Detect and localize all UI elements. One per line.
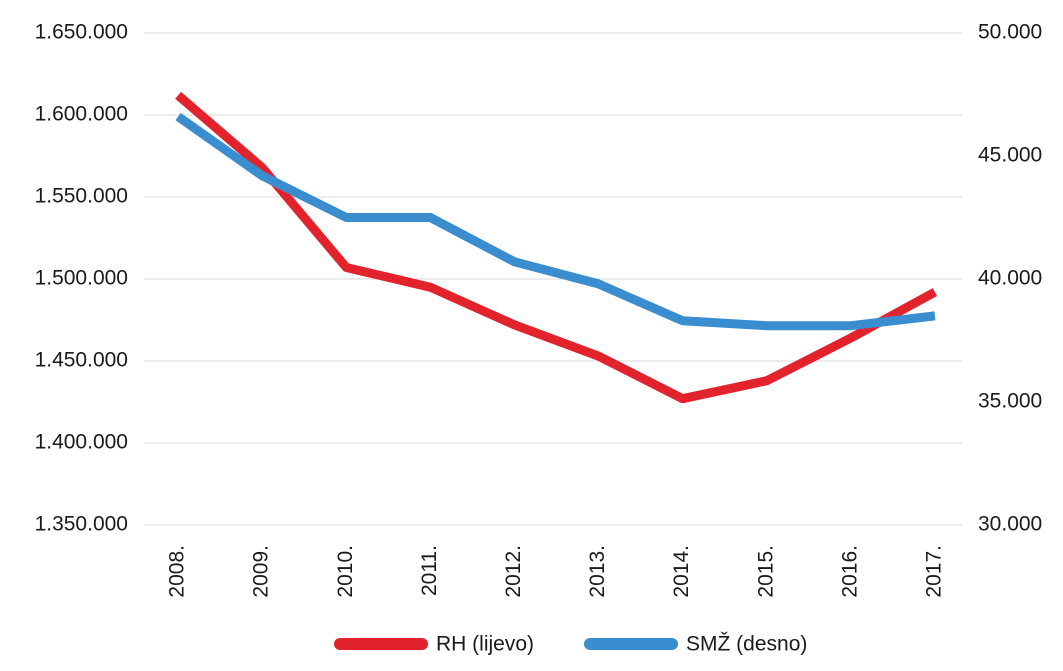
x-tick-label: 2012. (502, 545, 525, 598)
y-tick-label: 1.550.000 (35, 185, 128, 208)
y2-tick-label: 40.000 (978, 267, 1042, 290)
y-tick-label: 1.650.000 (35, 21, 128, 44)
x-tick-label: 2015. (754, 545, 777, 598)
x-tick-label: 2013. (586, 545, 609, 598)
y-tick-label: 1.350.000 (35, 513, 128, 536)
x-tick-label: 2008. (166, 545, 189, 598)
x-tick-label: 2016. (838, 545, 861, 598)
legend-label: SMŽ (desno) (686, 633, 807, 656)
y2-tick-label: 35.000 (978, 390, 1042, 413)
series-line (175, 112, 936, 331)
x-tick-label: 2010. (334, 545, 357, 598)
y-tick-label: 1.450.000 (35, 349, 128, 372)
y2-tick-label: 50.000 (978, 21, 1042, 44)
y2-tick-label: 45.000 (978, 144, 1042, 167)
x-tick-label: 2014. (670, 545, 693, 598)
series-line (175, 91, 938, 404)
y-tick-label: 1.500.000 (35, 267, 128, 290)
legend-label: RH (lijevo) (436, 633, 534, 656)
x-tick-label: 2009. (250, 545, 273, 598)
y-tick-label: 1.400.000 (35, 431, 128, 454)
y-tick-label: 1.600.000 (35, 103, 128, 126)
x-tick-label: 2017. (922, 545, 945, 598)
x-tick-label: 2011. (418, 545, 441, 596)
y2-tick-label: 30.000 (978, 513, 1042, 536)
